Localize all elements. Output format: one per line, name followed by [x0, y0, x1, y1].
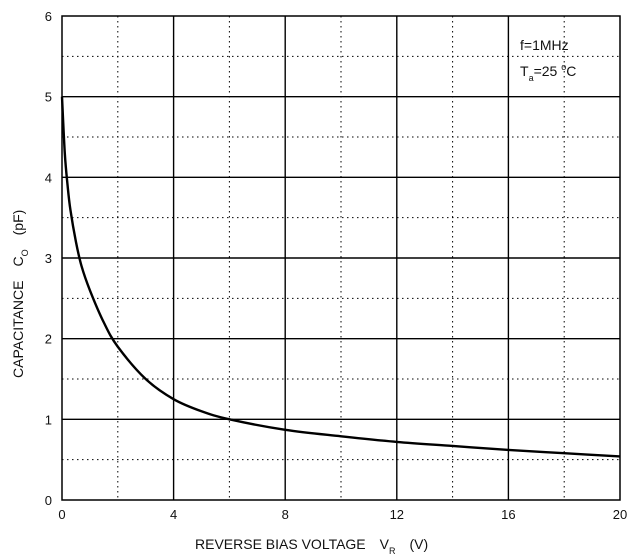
y-tick-label: 4 [45, 170, 52, 185]
x-tick-label: 8 [282, 507, 289, 522]
major-grid [62, 16, 620, 500]
y-tick-label: 3 [45, 251, 52, 266]
y-tick-label: 2 [45, 332, 52, 347]
y-tick-label: 5 [45, 90, 52, 105]
x-axis-title: REVERSE BIAS VOLTAGE VR (V) [195, 536, 428, 556]
x-tick-label: 4 [170, 507, 177, 522]
x-tick-label: 12 [390, 507, 404, 522]
y-tick-label: 0 [45, 493, 52, 508]
plot-frame [61, 15, 621, 501]
capacitance-curve [60, 96, 621, 458]
x-tick-label: 16 [501, 507, 515, 522]
y-tick-label: 1 [45, 412, 52, 427]
annotation-temperature: Ta=25 oC [520, 62, 576, 83]
x-tick-label: 0 [58, 507, 65, 522]
y-axis-title: CAPACITANCECO(pF) [10, 210, 30, 378]
annotation-frequency: f=1MHz [520, 37, 569, 53]
y-tick-labels: 0 1 2 3 4 5 6 [45, 9, 52, 508]
x-tick-labels: 0 4 8 12 16 20 [58, 507, 627, 522]
x-tick-label: 20 [613, 507, 627, 522]
y-tick-label: 6 [45, 9, 52, 24]
